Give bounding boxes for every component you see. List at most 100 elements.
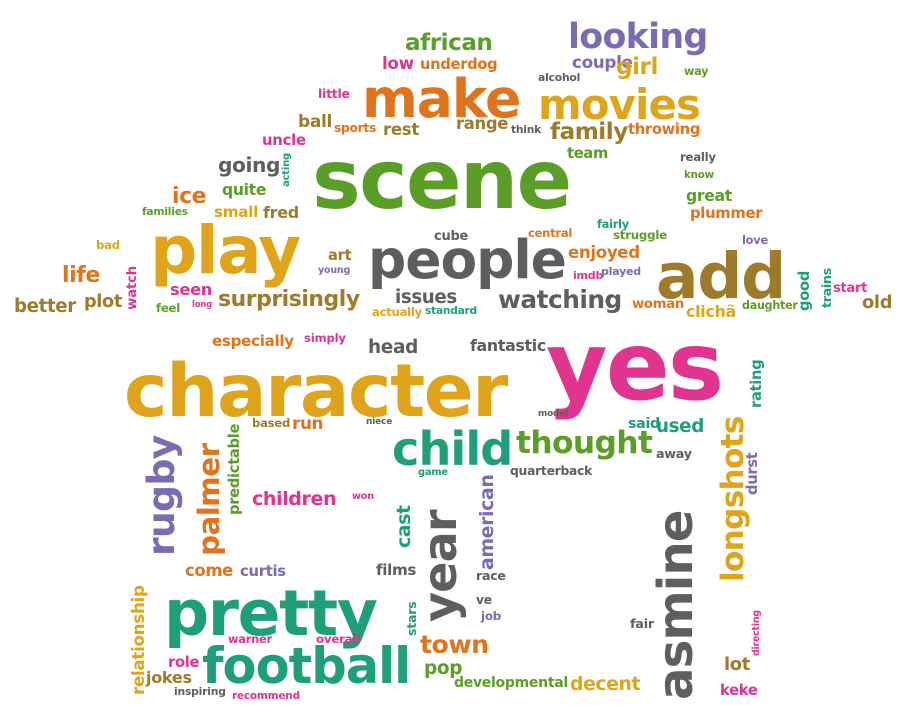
word-come: come <box>185 561 233 580</box>
word-people: people <box>368 228 567 291</box>
word-family: family <box>550 119 628 145</box>
word-start: start <box>833 281 868 296</box>
word-jokes: jokes <box>146 668 192 687</box>
word-yes: yes <box>546 312 724 422</box>
word-going: going <box>218 153 281 177</box>
word-role: role <box>168 654 200 671</box>
word-model: model <box>538 409 568 419</box>
word-alcohol: alcohol <box>538 71 581 84</box>
word-job: job <box>481 609 502 623</box>
word-quite: quite <box>222 181 267 199</box>
word-couple: couple <box>572 52 633 72</box>
word-longshots: longshots <box>715 416 751 582</box>
word-asmine: asmine <box>648 510 704 700</box>
word-play: play <box>150 212 301 289</box>
word-feel: feel <box>156 301 181 315</box>
word-old: old <box>862 292 893 313</box>
word-standard: standard <box>425 305 477 317</box>
word-team: team <box>567 145 609 162</box>
word-love: love <box>742 233 768 247</box>
word-enjoyed: enjoyed <box>568 243 640 262</box>
word-town: town <box>420 630 489 659</box>
word-great: great <box>686 187 732 205</box>
word-struggle: struggle <box>613 228 667 242</box>
word-scene: scene <box>312 133 572 228</box>
word-character: character <box>124 349 508 434</box>
word-away: away <box>656 446 692 461</box>
word-thought: thought <box>516 425 653 461</box>
word-films: films <box>376 561 417 579</box>
word-lot: lot <box>724 654 750 675</box>
word-uncle: uncle <box>262 131 306 149</box>
word-sports: sports <box>334 121 376 135</box>
word-fantastic: fantastic <box>470 336 546 355</box>
word-predictable: predictable <box>226 423 243 515</box>
word-seen: seen <box>170 280 213 299</box>
word-long: long <box>192 299 212 309</box>
word-used: used <box>656 416 704 437</box>
word-recommend: recommend <box>232 690 300 702</box>
word-american: american <box>476 474 498 570</box>
word-know: know <box>684 169 714 181</box>
word-acting: acting <box>281 153 292 187</box>
word-fred: fred <box>263 203 299 222</box>
word-low: low <box>382 53 414 73</box>
word-way: way <box>684 65 709 78</box>
word-daughter: daughter <box>742 299 798 312</box>
word-issues: issues <box>395 287 457 308</box>
word-rugby: rugby <box>139 435 183 556</box>
word-overall: overall <box>316 632 361 646</box>
word-run: run <box>292 413 324 433</box>
word-clich-: clichã <box>686 302 736 321</box>
word-range: range <box>456 114 509 133</box>
word-small: small <box>214 203 259 221</box>
word-make: make <box>362 67 521 130</box>
word-ve: ve <box>476 593 492 607</box>
word-played: played <box>601 265 641 278</box>
word-movies: movies <box>538 80 701 129</box>
word-little: little <box>318 86 350 101</box>
word-ball: ball <box>298 112 332 132</box>
word-ice: ice <box>172 184 207 209</box>
word-stars: stars <box>404 601 419 636</box>
word-watch: watch <box>125 266 140 310</box>
word-bad: bad <box>96 238 120 252</box>
word-good: good <box>796 270 813 311</box>
word-won: won <box>352 491 374 502</box>
word-children: children <box>252 488 337 510</box>
word-underdog: underdog <box>420 56 498 73</box>
word-pretty: pretty <box>164 577 378 650</box>
word-race: race <box>476 568 506 583</box>
word-woman: woman <box>632 297 684 312</box>
word-plot: plot <box>84 292 122 312</box>
word-warner: warner <box>228 632 272 646</box>
word-young: young <box>318 265 351 276</box>
word-durst: durst <box>744 452 761 495</box>
word-keke: keke <box>720 682 758 699</box>
word-african: african <box>405 30 493 56</box>
word-especially: especially <box>212 332 294 350</box>
word-decent: decent <box>570 674 641 695</box>
word-relationship: relationship <box>128 585 148 695</box>
word-simply: simply <box>304 331 346 345</box>
word-based: based <box>252 416 291 430</box>
word-better: better <box>14 296 76 317</box>
word-imdb: imdb <box>573 269 604 282</box>
word-add: add <box>656 240 786 313</box>
word-child: child <box>392 422 513 476</box>
word-cast: cast <box>393 505 415 548</box>
word-football: football <box>202 637 411 695</box>
word-inspiring: inspiring <box>174 685 226 698</box>
word-rating: rating <box>748 359 765 408</box>
word-developmental: developmental <box>454 675 568 691</box>
word-life: life <box>62 263 100 288</box>
word-fairly: fairly <box>597 218 629 231</box>
word-pop: pop <box>424 658 463 679</box>
word-art: art <box>328 247 352 264</box>
word-head: head <box>368 337 418 358</box>
word-curtis: curtis <box>240 563 286 580</box>
word-families: families <box>142 205 188 218</box>
word-fair: fair <box>630 617 654 632</box>
word-looking: looking <box>568 17 708 57</box>
